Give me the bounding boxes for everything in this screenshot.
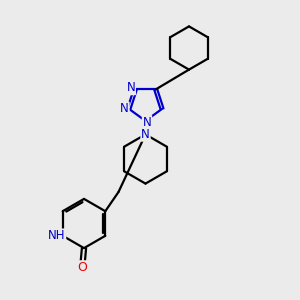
Text: N: N [141, 128, 150, 141]
Text: N: N [142, 116, 152, 129]
Text: O: O [78, 261, 87, 274]
Text: N: N [126, 81, 135, 94]
Text: N: N [120, 102, 129, 116]
Text: NH: NH [48, 229, 65, 242]
